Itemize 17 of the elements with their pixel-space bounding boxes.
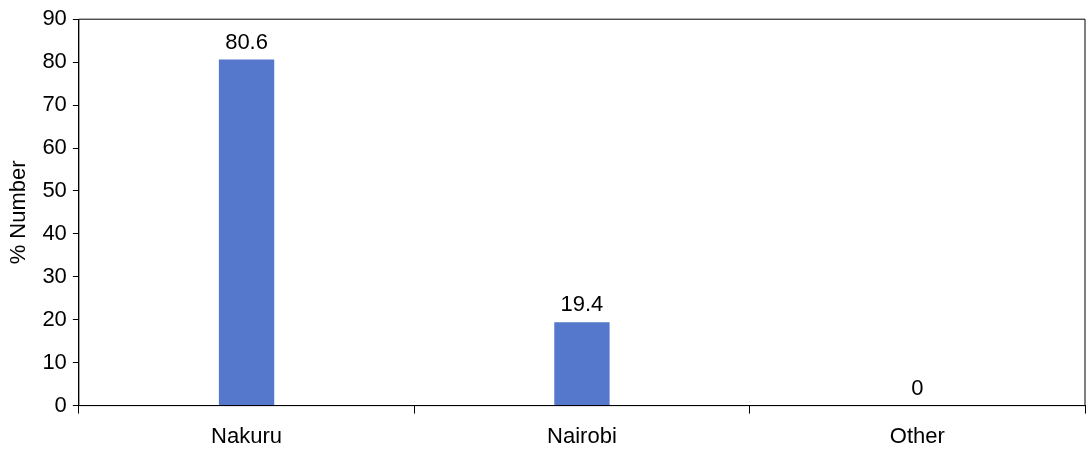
x-tick-label: Nakuru [211,422,283,448]
y-tick-label: 40 [42,219,67,245]
y-tick-label: 10 [42,348,67,374]
y-tick-label: 20 [42,305,67,331]
y-tick-label: 90 [42,5,67,31]
y-tick-label: 80 [42,48,67,74]
y-tick-label: 70 [42,91,67,117]
y-tick-label: 0 [54,391,67,417]
x-tick-label: Other [889,422,945,448]
data-label: 80.6 [225,28,268,54]
data-label: 0 [911,374,924,400]
y-tick-label: 50 [42,177,67,202]
x-tick-label: Nairobi [547,422,617,448]
y-tick-label: 60 [42,134,67,160]
y-tick-label: 30 [42,262,67,288]
y-axis-title: % Number [5,160,31,265]
data-label: 19.4 [560,291,604,317]
